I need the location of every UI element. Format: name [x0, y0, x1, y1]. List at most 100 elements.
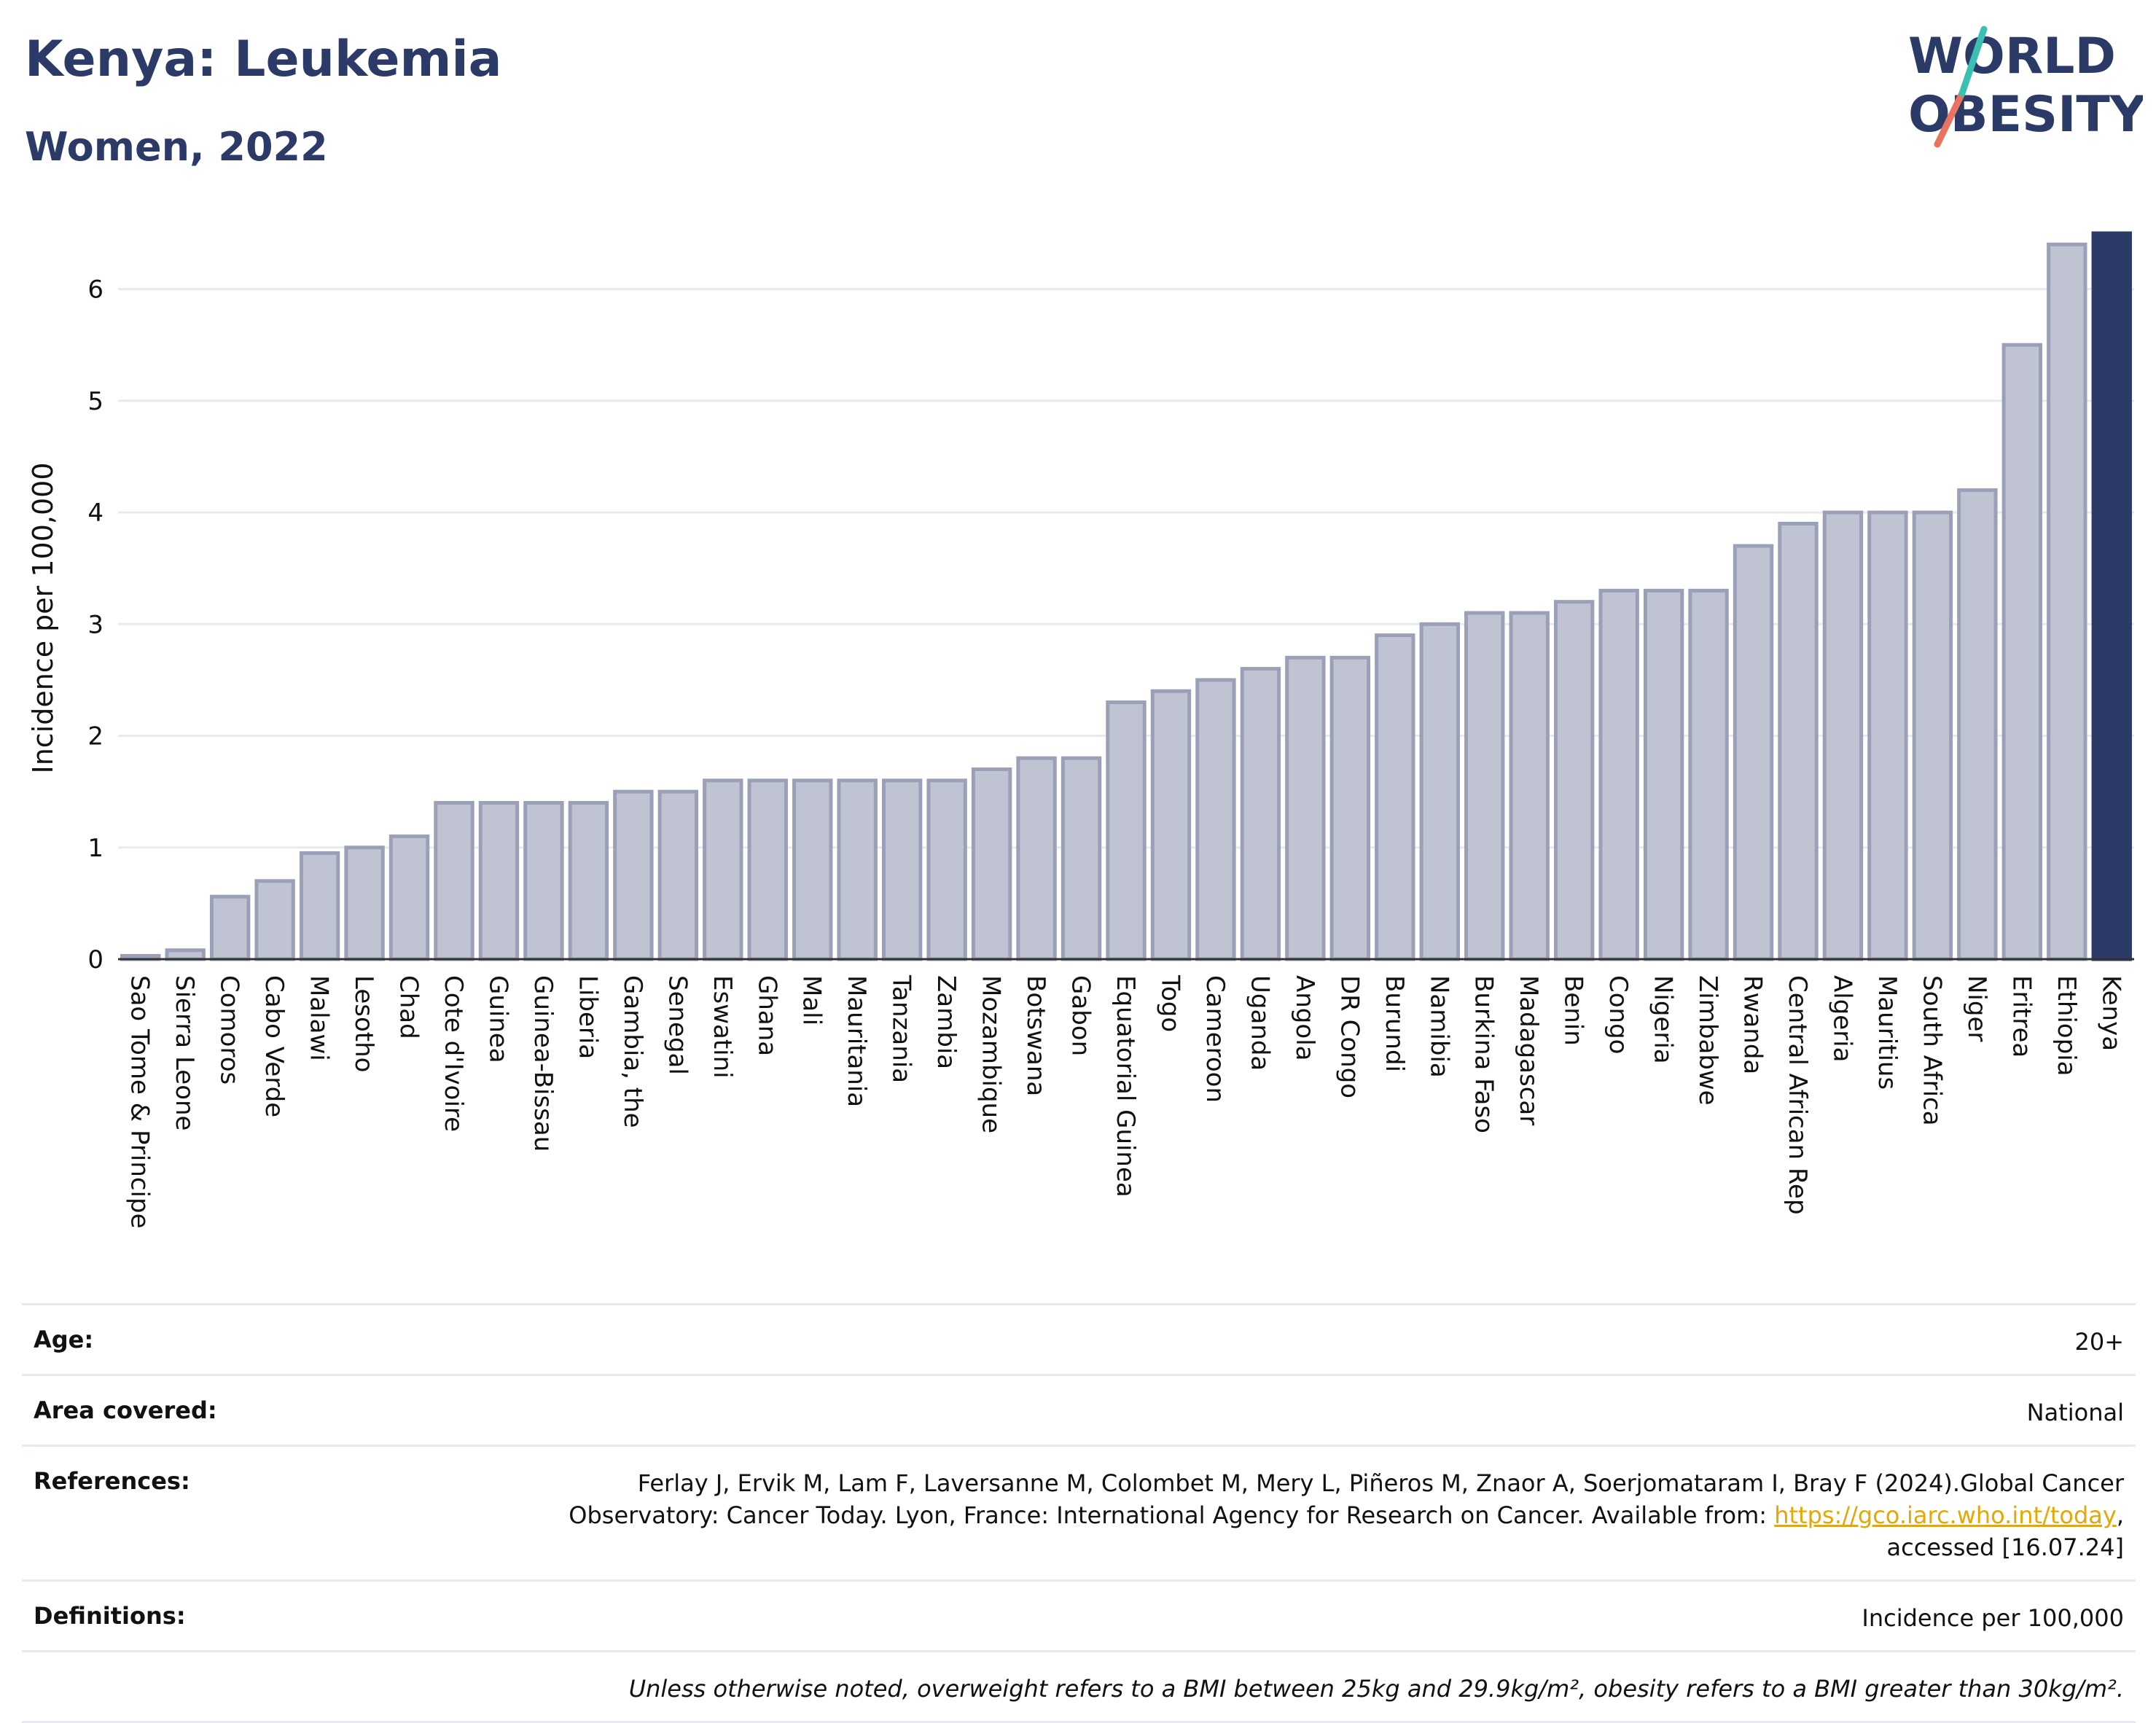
x-tick-label: Burkina Faso: [1469, 975, 1499, 1133]
references-link[interactable]: https://gco.iarc.who.int/today: [1774, 1501, 2117, 1529]
info-table: Age: 20+ Area covered: National Referenc…: [22, 1303, 2136, 1723]
logo-line1: WORLD: [1908, 28, 2116, 85]
info-row-note: Unless otherwise noted, overweight refer…: [22, 1650, 2136, 1723]
x-tick-label: Cameroon: [1200, 975, 1230, 1103]
x-tick-label: Gambia, the: [618, 975, 647, 1128]
y-tick-label: 2: [87, 722, 103, 751]
x-tick-label: Togo: [1155, 974, 1184, 1032]
info-row-area: Area covered: National: [22, 1374, 2136, 1445]
y-tick-label: 0: [87, 945, 103, 974]
x-tick-label: Nigeria: [1649, 975, 1678, 1064]
bar-algeria: [1822, 510, 1864, 961]
bar-zambia: [926, 778, 967, 961]
x-tick-label: DR Congo: [1335, 975, 1364, 1098]
x-tick-label: Sierra Leone: [170, 975, 199, 1130]
bar-dr-congo: [1329, 655, 1371, 961]
bmi-note: Unless otherwise noted, overweight refer…: [628, 1675, 2124, 1703]
x-tick-label: Rwanda: [1738, 975, 1768, 1074]
x-tick-label: Sao Tome & Principe: [125, 975, 155, 1229]
bar-chart: 0 1 2 3 4 5 6 Sao Tome & Principe Sierra Leone C…: [27, 231, 2134, 1229]
x-tick-label: Uganda: [1245, 975, 1274, 1071]
bar-ghana: [747, 778, 788, 961]
info-row-references: References: Ferlay J, Ervik M, Lam F, La…: [22, 1445, 2136, 1579]
bar-burkina-faso: [1464, 611, 1505, 961]
y-tick-label: 1: [87, 834, 103, 863]
bar-burundi: [1375, 633, 1415, 961]
bar-cabo-verde: [254, 879, 295, 961]
x-tick-label: Ghana: [752, 975, 781, 1056]
bar-niger: [1957, 488, 1998, 961]
area-label: Area covered:: [34, 1396, 217, 1424]
page-title: Kenya: Leukemia: [25, 31, 502, 88]
bar-ethiopia: [2047, 242, 2087, 961]
bar-malawi: [299, 851, 340, 961]
area-value: National: [2026, 1399, 2124, 1426]
bar-south-africa: [1912, 510, 1953, 961]
bar-central-african-rep: [1778, 521, 1819, 961]
x-tick-label: Cote d'Ivoire: [439, 975, 468, 1132]
bars: [120, 231, 2132, 961]
x-tick-label: Lesotho: [349, 975, 378, 1072]
bar-gambia-the: [613, 789, 654, 961]
x-tick-label: Malawi: [305, 975, 334, 1061]
references-line1: Ferlay J, Ervik M, Lam F, Laversanne M, …: [637, 1469, 2124, 1497]
definitions-value: Incidence per 100,000: [1862, 1604, 2124, 1632]
world-obesity-logo: WORLD OBESITY: [1908, 26, 2143, 148]
y-tick-label: 5: [87, 387, 103, 416]
x-tick-label: Comoros: [215, 975, 244, 1085]
bar-cote-d-ivoire: [434, 800, 474, 961]
x-tick-label: Mali: [797, 975, 827, 1025]
x-tick-label: Namibia: [1424, 975, 1453, 1078]
x-tick-label: Tanzania: [887, 974, 916, 1083]
x-tick-label: Gabon: [1066, 975, 1095, 1056]
info-row-definitions: Definitions: Incidence per 100,000: [22, 1579, 2136, 1650]
x-tick-label: Central African Rep: [1783, 975, 1812, 1215]
bar-eritrea: [2001, 343, 2043, 961]
page-subtitle: Women, 2022: [25, 124, 328, 170]
bar-mauritania: [837, 778, 878, 961]
x-tick-label: Eswatini: [708, 975, 737, 1079]
x-tick-label: Guinea-Bissau: [528, 975, 558, 1152]
x-tick-label: Benin: [1559, 975, 1588, 1046]
references-label: References:: [34, 1467, 190, 1495]
y-tick-label: 4: [87, 499, 103, 528]
info-row-age: Age: 20+: [22, 1303, 2136, 1374]
y-tick-label: 6: [87, 276, 103, 305]
bar-senegal: [657, 789, 699, 961]
x-tick-label: Mozambique: [977, 975, 1006, 1133]
bar-sierra-leone: [165, 948, 206, 961]
x-tick-label: Senegal: [663, 975, 692, 1075]
x-tick-label: Madagascar: [1514, 975, 1543, 1125]
bar-equatorial-guinea: [1106, 700, 1147, 961]
bar-benin: [1553, 600, 1595, 961]
logo-slash-teal: [1958, 26, 1988, 97]
bar-congo: [1598, 588, 1639, 961]
y-axis-ticks: 0 1 2 3 4 5 6: [87, 276, 103, 974]
references-line3: accessed [16.07.24]: [1886, 1533, 2124, 1561]
x-tick-label: Chad: [394, 975, 423, 1039]
age-value: 20+: [2074, 1328, 2124, 1356]
x-tick-label: Niger: [1962, 975, 1991, 1042]
x-tick-label: Burundi: [1380, 975, 1409, 1072]
x-tick-label: Eritrea: [2007, 975, 2036, 1058]
x-tick-label: Guinea: [483, 975, 512, 1063]
x-tick-label: Mauritius: [1872, 975, 1902, 1090]
x-tick-label: South Africa: [1917, 975, 1946, 1126]
bar-namibia: [1419, 622, 1460, 961]
bar-tanzania: [881, 778, 923, 961]
y-axis-label: Incidence per 100,000: [27, 462, 59, 773]
bar-mauritius: [1867, 510, 1908, 961]
x-tick-label: Algeria: [1827, 975, 1856, 1062]
x-tick-label: Cabo Verde: [259, 975, 289, 1117]
bar-liberia: [568, 800, 609, 961]
bar-gabon: [1061, 756, 1102, 961]
bar-uganda: [1240, 667, 1281, 961]
references-comma: ,: [2116, 1501, 2124, 1529]
bar-guinea-bissau: [523, 800, 564, 961]
bar-kenya: [2091, 231, 2132, 961]
bar-guinea: [478, 800, 520, 961]
x-tick-label: Zimbabwe: [1693, 975, 1722, 1106]
x-tick-label: Ethiopia: [2052, 975, 2081, 1076]
x-tick-label: Zambia: [931, 975, 961, 1069]
references-value: Ferlay J, Ervik M, Lam F, Laversanne M, …: [569, 1467, 2124, 1563]
